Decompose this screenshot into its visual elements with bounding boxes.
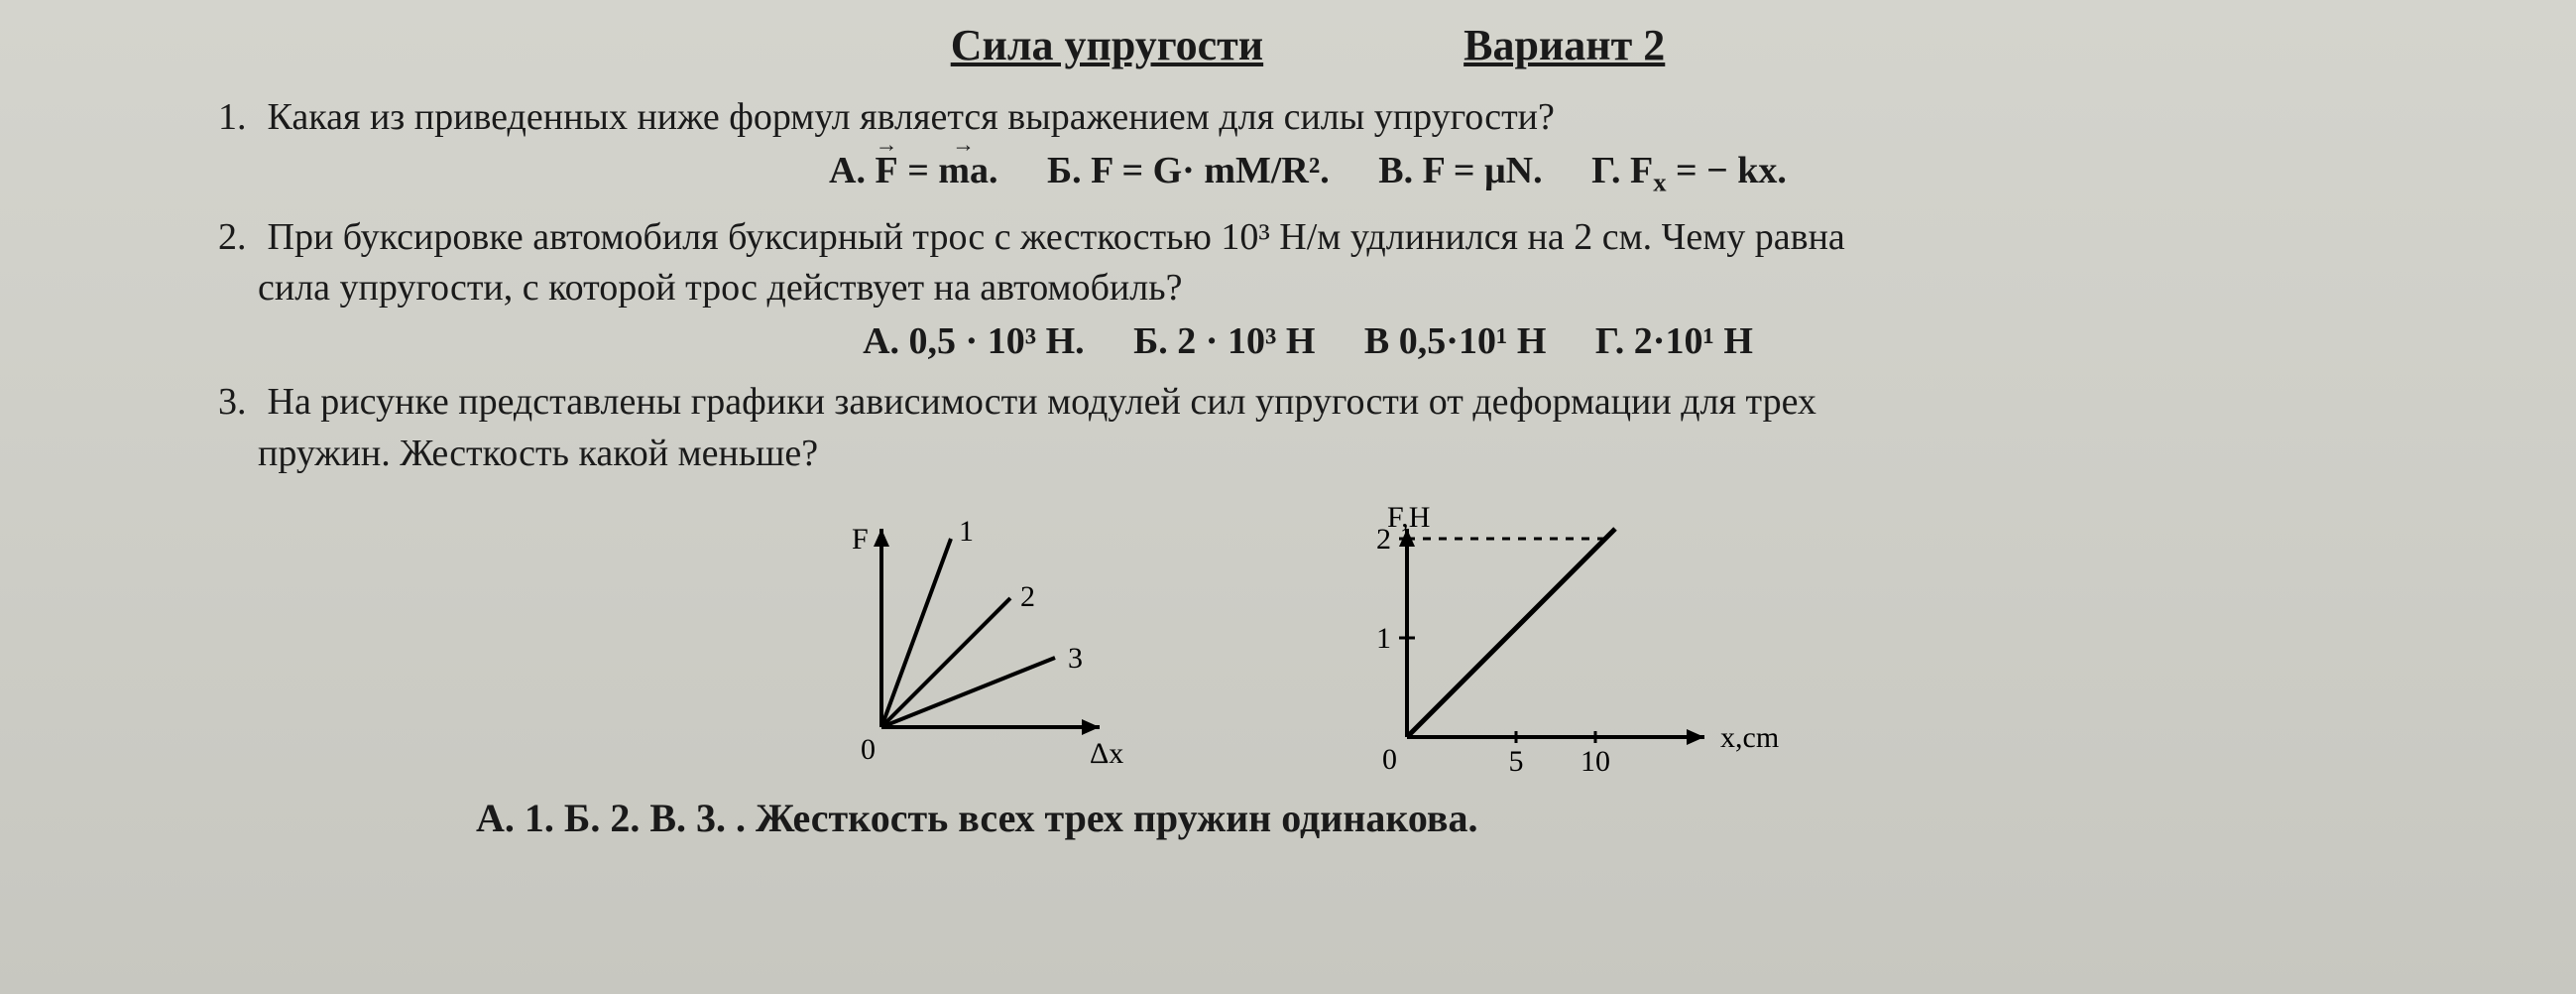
q1-text: Какая из приведенных ниже формул являетс… bbox=[268, 96, 1555, 138]
q1-answers: А. F = ma. Б. F = G· mM/R². В. F = μN. Г… bbox=[218, 149, 2398, 198]
figures-row: F0Δx123 F,Н0x,cm12510 bbox=[218, 509, 2398, 777]
question-1: 1. Какая из приведенных ниже формул явля… bbox=[218, 92, 2398, 143]
svg-text:F,Н: F,Н bbox=[1387, 501, 1430, 534]
q2-opt-a: А. 0,5 · 10³ Н. bbox=[863, 320, 1085, 362]
title-main: Сила упругости bbox=[951, 21, 1263, 69]
svg-text:0: 0 bbox=[1382, 743, 1397, 776]
svg-text:1: 1 bbox=[959, 515, 974, 548]
q3-number: 3. bbox=[218, 377, 258, 428]
q1-opt-a: А. F = ma. bbox=[829, 150, 1007, 191]
title-line: Сила упругости Вариант 2 bbox=[218, 20, 2398, 70]
q3-line2: пружин. Жесткость какой меньше? bbox=[218, 433, 818, 474]
q2-opt-v: В 0,5·10¹ Н bbox=[1364, 320, 1546, 362]
question-2: 2. При буксировке автомобиля буксирный т… bbox=[218, 212, 2398, 314]
q1-opt-v: В. F = μN. bbox=[1378, 150, 1552, 191]
q2-opt-g: Г. 2·10¹ Н bbox=[1595, 320, 1753, 362]
figure-2: F,Н0x,cm12510 bbox=[1357, 509, 1774, 777]
svg-text:2: 2 bbox=[1376, 523, 1391, 556]
svg-text:0: 0 bbox=[861, 733, 876, 766]
worksheet-page: Сила упругости Вариант 2 1. Какая из при… bbox=[0, 0, 2576, 994]
svg-text:3: 3 bbox=[1068, 642, 1083, 675]
svg-text:Δx: Δx bbox=[1090, 737, 1123, 770]
svg-text:F: F bbox=[852, 523, 869, 556]
q1-opt-b: Б. F = G· mM/R². bbox=[1047, 150, 1339, 191]
title-variant: Вариант 2 bbox=[1464, 21, 1665, 69]
svg-text:2: 2 bbox=[1020, 580, 1035, 613]
q2-opt-b: Б. 2 · 10³ Н bbox=[1133, 320, 1315, 362]
svg-text:1: 1 bbox=[1376, 622, 1391, 655]
q2-number: 2. bbox=[218, 212, 258, 263]
question-3: 3. На рисунке представлены графики завис… bbox=[218, 377, 2398, 479]
q1-opt-g: Г. Fx = − kx. bbox=[1591, 150, 1787, 191]
q3-answers: А. 1. Б. 2. В. 3. . Жесткость всех трех … bbox=[218, 795, 2398, 841]
svg-text:x,cm: x,cm bbox=[1720, 721, 1779, 754]
q1-number: 1. bbox=[218, 92, 258, 143]
q3-line1: На рисунке представлены графики зависимо… bbox=[268, 381, 1816, 423]
figure-1: F 0 Δx 1 23 bbox=[842, 509, 1139, 767]
q2-line2: сила упругости, с которой трос действует… bbox=[218, 267, 1182, 309]
q2-answers: А. 0,5 · 10³ Н. Б. 2 · 10³ Н В 0,5·10¹ Н… bbox=[218, 319, 2398, 363]
svg-text:5: 5 bbox=[1509, 745, 1524, 778]
q2-line1: При буксировке автомобиля буксирный трос… bbox=[268, 216, 1845, 258]
svg-text:10: 10 bbox=[1581, 745, 1610, 778]
